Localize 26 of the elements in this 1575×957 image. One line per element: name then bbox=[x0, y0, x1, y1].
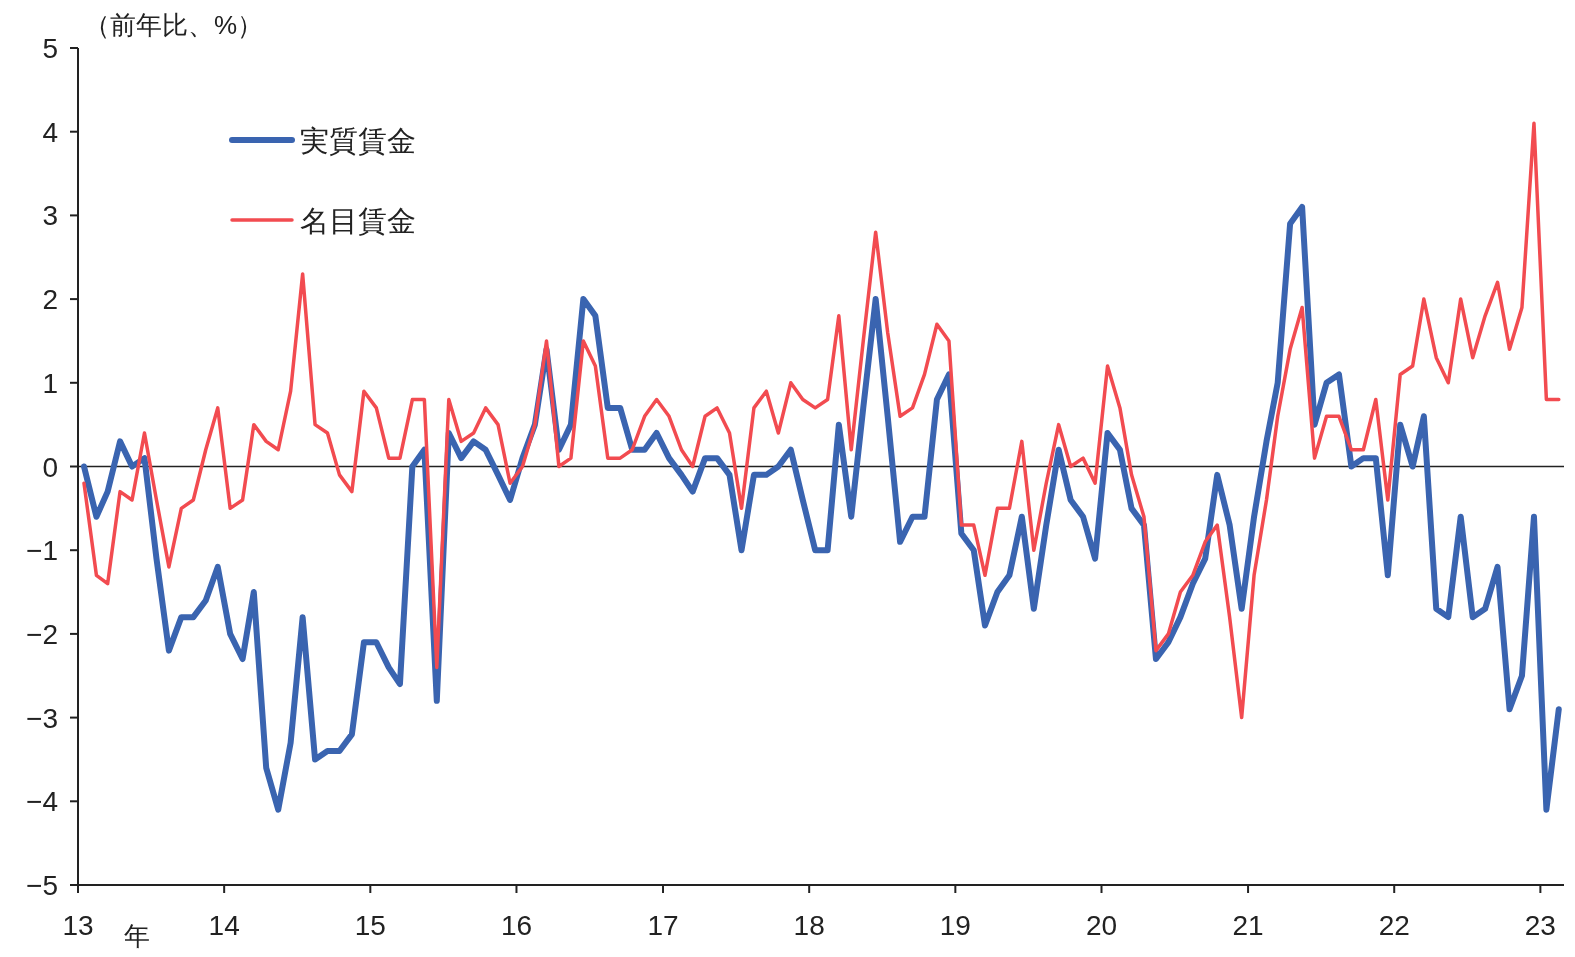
x-tick-label: 17 bbox=[647, 910, 679, 941]
y-tick-label: −5 bbox=[26, 870, 58, 901]
x-tick-label: 15 bbox=[354, 910, 386, 941]
y-tick-label: 3 bbox=[42, 200, 58, 232]
x-tick-label: 21 bbox=[1232, 910, 1264, 941]
legend-label: 名目賃金 bbox=[300, 205, 416, 237]
x-tick-label: 23 bbox=[1524, 910, 1556, 941]
y-tick-label: −1 bbox=[26, 535, 58, 567]
x-tick-label: 16 bbox=[500, 910, 533, 941]
x-tick-label: 18 bbox=[793, 910, 825, 941]
y-tick-label: −2 bbox=[26, 618, 58, 650]
x-axis-title: 年 bbox=[124, 921, 150, 951]
y-tick-label: 4 bbox=[42, 116, 58, 148]
x-tick-label: 14 bbox=[208, 910, 240, 941]
y-tick-label: 0 bbox=[42, 451, 58, 483]
y-tick-label: −4 bbox=[26, 786, 58, 818]
y-tick-label: 5 bbox=[42, 33, 58, 64]
y-tick-label: 2 bbox=[42, 284, 58, 316]
y-tick-label: 1 bbox=[42, 367, 58, 399]
y-axis-title: （前年比、%） bbox=[84, 10, 264, 40]
x-tick-label: 19 bbox=[939, 910, 971, 941]
y-tick-label: −3 bbox=[26, 702, 58, 734]
x-tick-label: 13 bbox=[62, 910, 94, 941]
x-tick-label: 22 bbox=[1378, 910, 1410, 941]
legend-label: 実質賃金 bbox=[300, 125, 416, 157]
x-tick-label: 20 bbox=[1085, 910, 1118, 941]
